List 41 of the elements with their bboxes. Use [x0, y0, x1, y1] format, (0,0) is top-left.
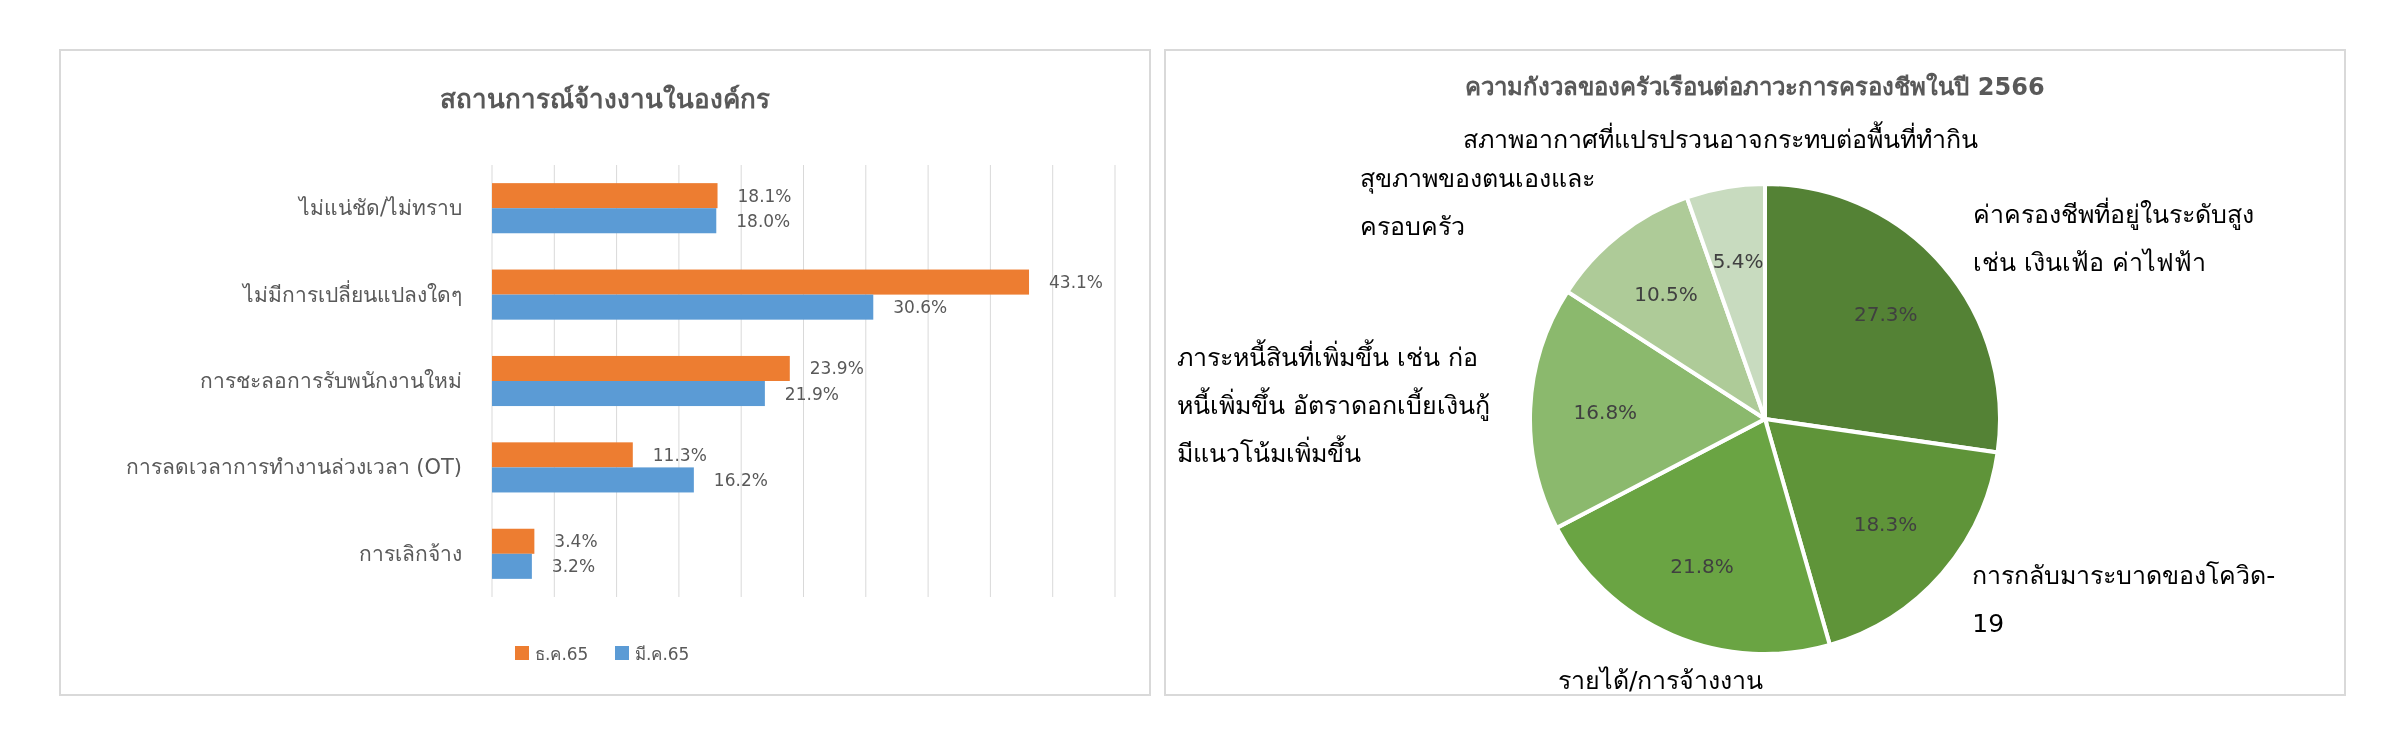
data-label: 18.1%	[737, 185, 792, 206]
data-label: 23.9%	[809, 358, 864, 379]
data-label: 3.2%	[551, 556, 596, 577]
slice-label: ภาระหนี้สินที่เพิ่มขึ้น เช่น ก่อหนี้เพิ่มขึ้น อัตราดอกเบี้ยเงินกู้มีแนวโน้มเพิ่มขึ้น	[1177, 339, 1491, 469]
data-label: 3.4%	[554, 531, 598, 552]
data-label: 18.3%	[1853, 512, 1918, 537]
data-label: 43.1%	[1049, 272, 1104, 293]
bar	[492, 528, 535, 554]
chart-title: ความกังวลของครัวเรือนต่อภาวะการครองชีพในปี 2566	[1465, 72, 2045, 101]
data-label: 21.9%	[784, 383, 839, 404]
bar	[492, 294, 874, 320]
slice-label: การกลับมาระบาดของโควิด-19	[1972, 560, 2276, 638]
slice-label: สุขภาพของตนเองและครอบครัว	[1359, 164, 1595, 242]
data-label: 16.2%	[713, 469, 768, 490]
bar	[492, 381, 765, 407]
data-label: 21.8%	[1670, 553, 1734, 578]
y-tick-label: ไม่มีการเปลี่ยนแปลงใดๆ	[241, 279, 462, 307]
chart-title: สถานการณ์จ้างงานในองค์กร	[440, 84, 770, 114]
bar	[492, 467, 694, 493]
data-label: 16.8%	[1573, 399, 1638, 424]
legend-label: มี.ค.65	[635, 644, 690, 664]
bar	[492, 183, 718, 209]
bar	[492, 355, 790, 381]
data-label: 18.0%	[736, 210, 791, 231]
bar	[492, 442, 633, 468]
bar	[492, 269, 1030, 295]
y-tick-label: การลดเวลาการทำงานล่วงเวลา (OT)	[125, 455, 462, 480]
data-label: 30.6%	[893, 297, 948, 318]
slice-label: รายได้/การจ้างงาน	[1557, 665, 1764, 695]
y-tick-label: การเลิกจ้าง	[359, 541, 462, 566]
data-label: 27.3%	[1854, 302, 1918, 327]
data-label: 11.3%	[652, 444, 707, 465]
y-tick-label: การชะลอการรับพนักงานใหม่	[200, 369, 462, 393]
slice-label: ค่าครองชีพที่อยู่ในระดับสูง เช่น เงินเฟ้อ ค่าไฟฟ้า	[1972, 196, 2254, 277]
bar	[492, 208, 717, 234]
data-label: 10.5%	[1634, 281, 1698, 306]
slice-label: สภาพอากาศที่แปรปรวนอาจกระทบต่อพื้นที่ทำกิน	[1462, 120, 1978, 154]
y-tick-label: ไม่แน่ชัด/ไม่ทราบ	[296, 196, 462, 221]
data-label: 5.4%	[1712, 249, 1764, 274]
bar	[492, 553, 532, 579]
legend-label: ธ.ค.65	[535, 644, 589, 664]
